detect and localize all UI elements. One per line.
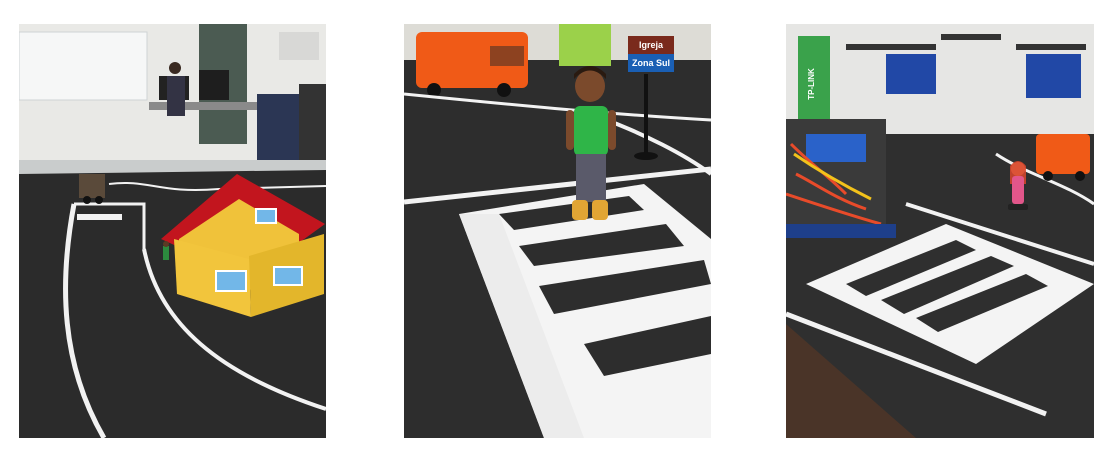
sign-bottom-text: Zona Sul: [632, 58, 670, 68]
doll-shoe: [572, 200, 588, 220]
doll-shoe: [592, 200, 608, 220]
crosswalk-stripe: [916, 274, 1048, 332]
lane-line: [603, 117, 711, 176]
tp-link-banner: [798, 36, 830, 120]
crosswalk-stripe: [846, 240, 976, 296]
robot-car: [79, 174, 105, 198]
sign-bottom: [628, 54, 674, 72]
photo-doll-crosswalk: Igreja Zona Sul: [404, 24, 711, 438]
house-window: [255, 208, 277, 224]
table: [941, 34, 1001, 40]
chair: [257, 94, 307, 160]
person-head: [169, 62, 181, 74]
crosswalk-stripe: [881, 256, 1014, 314]
crosswalk-stripe: [539, 260, 711, 314]
lane-line: [786, 311, 1047, 417]
sign-base: [634, 152, 658, 160]
photo-track-house: [19, 24, 326, 438]
lane-line-far: [108, 182, 326, 191]
photo-robot-crosswalk: TP-LINK: [786, 24, 1094, 438]
doll-pants: [576, 154, 606, 202]
small-figure-head: [163, 241, 169, 247]
monitor-2: [199, 70, 229, 100]
truck-wheel: [1043, 171, 1053, 181]
lane-line: [404, 166, 711, 205]
whiteboard: [19, 31, 148, 101]
table: [846, 44, 936, 50]
board-edge: [786, 324, 916, 438]
doll-hair: [574, 66, 606, 79]
sign-top: [628, 36, 674, 54]
truck-wheel: [497, 83, 511, 97]
girl-doll-base: [1008, 204, 1028, 210]
house-side: [174, 239, 251, 317]
person-body: [167, 76, 185, 116]
air-conditioner: [279, 32, 319, 60]
orange-truck: [1036, 134, 1090, 174]
crosswalk-edge: [459, 214, 584, 438]
lane-line: [404, 92, 711, 122]
photo-1-image: [19, 24, 326, 438]
table: [1016, 44, 1086, 50]
crosswalk-small: [77, 214, 122, 220]
sign-pole: [644, 74, 648, 154]
doll-arm: [566, 110, 574, 150]
truck-wheel: [427, 83, 441, 97]
floor: [19, 160, 326, 174]
girl-doll-dress: [1012, 176, 1024, 204]
lane-line-corner: [74, 202, 146, 249]
chair: [886, 54, 936, 94]
photo-2-image: Igreja Zona Sul: [404, 24, 711, 438]
robot-base: [786, 224, 896, 238]
photo-3-image: TP-LINK: [786, 24, 1094, 438]
desk: [149, 102, 269, 110]
cabinet: [299, 84, 326, 174]
truck-window: [490, 46, 524, 66]
house-window: [273, 266, 303, 286]
robot-panel: [806, 134, 866, 162]
doll-head: [575, 70, 605, 102]
crosswalk-stripe: [519, 224, 684, 266]
chair: [1026, 54, 1081, 98]
house-window: [215, 270, 247, 292]
truck-wheel: [1075, 171, 1085, 181]
robot-wheel: [95, 196, 103, 204]
lane-line-right: [142, 248, 326, 411]
lane-line: [905, 202, 1094, 266]
doll-arm: [608, 110, 616, 150]
lane-line-left: [63, 203, 107, 438]
small-figure: [163, 246, 169, 260]
banner-text: TP-LINK: [807, 68, 816, 100]
green-banner: [559, 24, 611, 66]
robot-wires: [793, 152, 872, 201]
sign-top-text: Igreja: [639, 40, 664, 50]
crosswalk: [806, 224, 1094, 364]
doll-shirt: [574, 106, 608, 156]
robot-wheel: [83, 196, 91, 204]
crosswalk-stripe: [584, 316, 711, 376]
